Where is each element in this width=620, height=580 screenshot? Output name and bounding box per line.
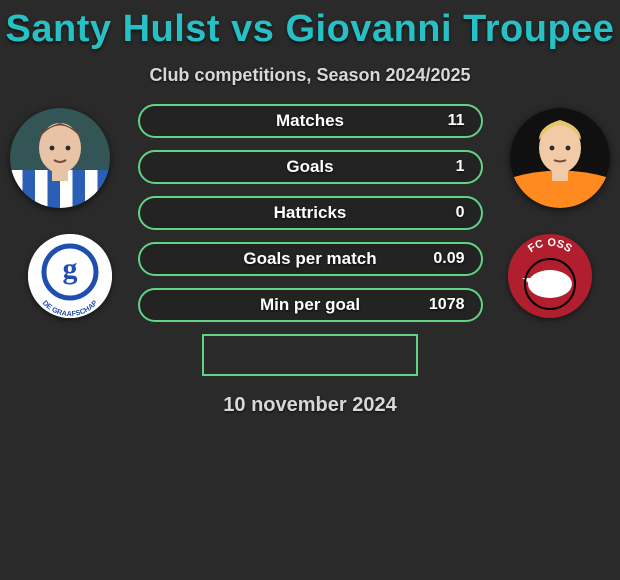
stat-value: 1078 [429, 290, 465, 320]
stat-value: 11 [448, 106, 465, 136]
club-right-logo-icon: FC OSS [508, 234, 592, 318]
stat-label: Goals [140, 152, 481, 182]
stat-row: Min per goal1078 [138, 288, 483, 322]
date-label: 10 november 2024 [0, 394, 620, 417]
club-right-logo: FC OSS [508, 234, 592, 318]
club-left-logo: g DE GRAAFSCHAP [28, 234, 112, 318]
svg-text:g: g [63, 252, 78, 285]
stat-value: 1 [456, 152, 465, 182]
bar-chart-icon [237, 346, 259, 364]
stat-label: Matches [140, 106, 481, 136]
player-right-face-icon [510, 108, 610, 208]
brand-box: FcTables.com [202, 334, 418, 376]
player-right-name: Giovanni Troupee [286, 8, 615, 50]
stat-row: Goals1 [138, 150, 483, 184]
stat-row: Matches11 [138, 104, 483, 138]
brand-text: FcTables.com [265, 345, 384, 366]
stat-value: 0.09 [433, 244, 464, 274]
player-right-portrait [510, 108, 610, 208]
subtitle: Club competitions, Season 2024/2025 [0, 65, 620, 86]
player-left-portrait [10, 108, 110, 208]
page-title: Santy Hulst vs Giovanni Troupee [0, 0, 620, 51]
stat-label: Hattricks [140, 198, 481, 228]
player-left-name: Santy Hulst [6, 8, 221, 50]
player-left-face-icon [10, 108, 110, 208]
stats-list: Matches11 Goals1 Hattricks0 Goals per match… [138, 104, 483, 322]
stat-label: Goals per match [140, 244, 481, 274]
stat-row: Hattricks0 [138, 196, 483, 230]
vs-word: vs [231, 8, 274, 50]
stat-row: Goals per match0.09 [138, 242, 483, 276]
club-left-logo-icon: g DE GRAAFSCHAP [28, 234, 112, 318]
stat-value: 0 [456, 198, 465, 228]
comparison-area: g DE GRAAFSCHAP FC OSS Matches11 Goals1 Ha… [0, 104, 620, 417]
